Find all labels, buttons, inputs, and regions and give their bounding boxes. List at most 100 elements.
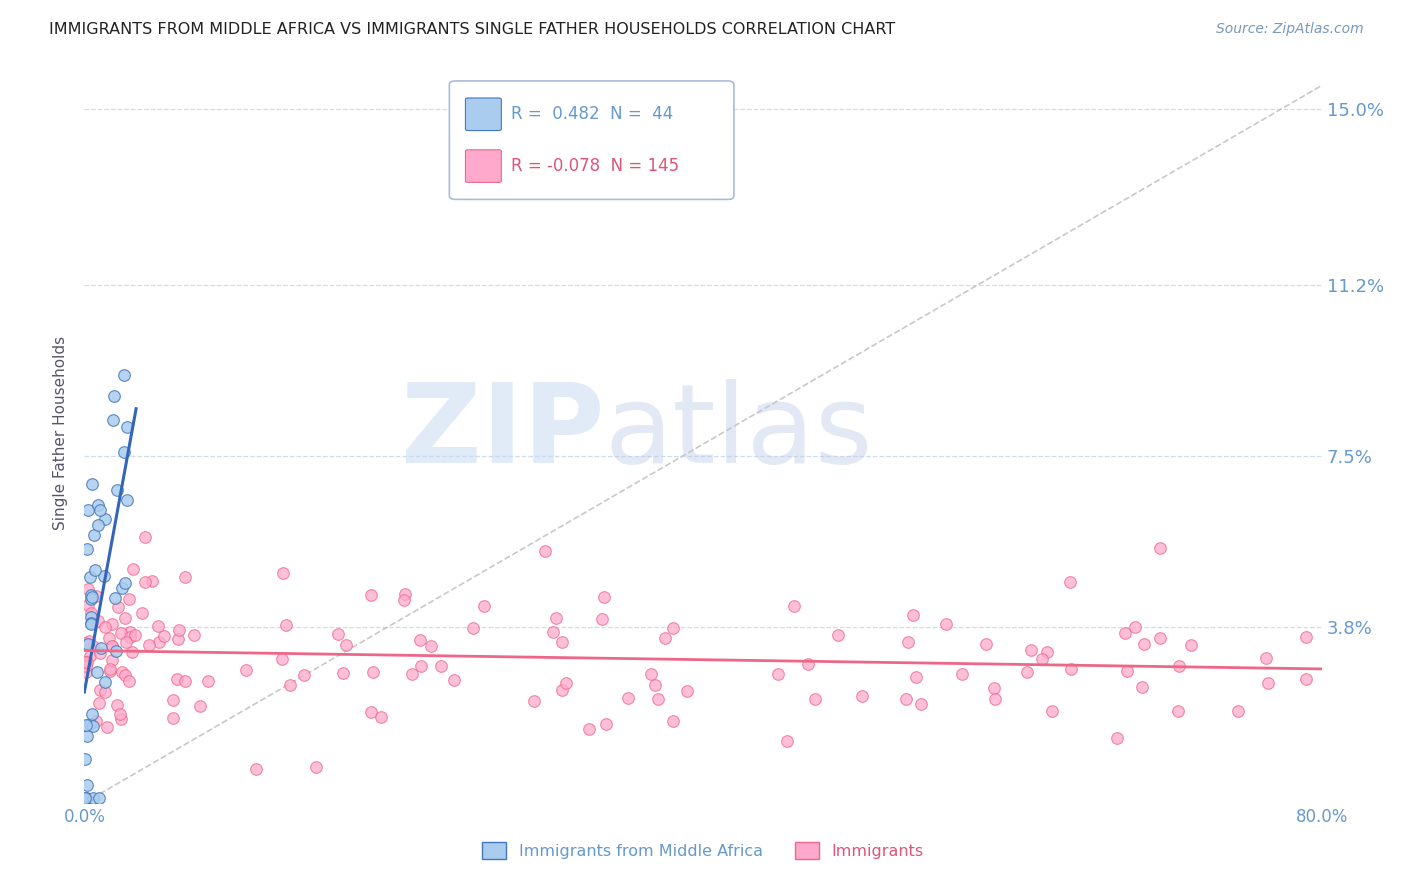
Point <box>84 589 107 603</box>
Point <box>326 627 349 641</box>
Text: atlas: atlas <box>605 379 873 486</box>
Point <box>167 623 190 637</box>
Point <box>1149 541 1171 556</box>
Point <box>105 698 128 713</box>
Point <box>79 716 101 731</box>
Point <box>1114 625 1136 640</box>
Point <box>122 562 145 576</box>
Point <box>97 631 120 645</box>
Point <box>112 368 135 383</box>
Point <box>271 566 294 580</box>
Point <box>101 639 124 653</box>
Point <box>108 706 131 721</box>
Point <box>101 653 124 667</box>
Point <box>82 706 104 721</box>
Point <box>523 694 546 708</box>
Point <box>551 682 574 697</box>
Point <box>118 592 141 607</box>
FancyBboxPatch shape <box>450 81 734 200</box>
Point <box>115 635 138 649</box>
Text: Source: ZipAtlas.com: Source: ZipAtlas.com <box>1216 22 1364 37</box>
Point <box>89 683 111 698</box>
Point <box>124 628 146 642</box>
Point <box>83 527 105 541</box>
Point <box>420 639 443 653</box>
Point <box>73 655 96 669</box>
Point <box>80 592 103 607</box>
Point <box>280 678 302 692</box>
Point <box>894 692 917 706</box>
Text: R =  0.482  N =  44: R = 0.482 N = 44 <box>512 105 673 123</box>
Point <box>93 569 115 583</box>
Point <box>110 626 132 640</box>
Point <box>1257 676 1279 690</box>
Point <box>94 684 117 698</box>
Point <box>430 659 453 673</box>
Point <box>1295 630 1317 644</box>
Point <box>647 691 669 706</box>
Point <box>274 617 297 632</box>
Point <box>174 570 197 584</box>
Point <box>80 609 103 624</box>
Point <box>394 593 416 607</box>
Point <box>551 635 574 649</box>
Point <box>75 791 97 805</box>
Point <box>1149 632 1171 646</box>
Point <box>89 647 111 661</box>
Point <box>1116 664 1139 678</box>
Point <box>77 634 100 648</box>
Point <box>75 636 97 650</box>
Point <box>87 614 110 628</box>
Point <box>1123 620 1146 634</box>
Point <box>80 588 103 602</box>
Point <box>114 576 136 591</box>
Point <box>292 668 315 682</box>
Point <box>1132 680 1154 694</box>
Point <box>86 517 108 532</box>
Point <box>1059 662 1081 676</box>
Point <box>935 617 957 632</box>
Point <box>783 599 806 614</box>
Point <box>75 658 97 673</box>
Point <box>105 483 128 498</box>
Point <box>76 655 98 669</box>
Point <box>134 530 156 544</box>
Point <box>394 587 416 601</box>
Point <box>827 628 849 642</box>
Point <box>1040 704 1063 718</box>
Point <box>82 639 104 653</box>
Legend: Immigrants from Middle Africa, Immigrants: Immigrants from Middle Africa, Immigrant… <box>475 836 931 865</box>
Point <box>950 667 973 681</box>
Point <box>166 672 188 686</box>
Point <box>84 714 107 728</box>
Point <box>82 791 104 805</box>
Point <box>676 684 699 698</box>
Point <box>79 570 101 584</box>
Point <box>1015 665 1038 680</box>
Point <box>114 668 136 682</box>
Point <box>904 670 927 684</box>
Point <box>131 606 153 620</box>
Point <box>162 711 184 725</box>
Point <box>360 588 382 602</box>
Point <box>98 662 121 676</box>
Point <box>409 633 432 648</box>
Point <box>87 697 110 711</box>
Point <box>76 778 98 792</box>
Point <box>166 632 188 646</box>
Point <box>851 690 873 704</box>
Point <box>103 389 125 403</box>
Point <box>117 419 139 434</box>
Point <box>360 705 382 719</box>
Point <box>305 759 328 773</box>
Point <box>80 615 103 630</box>
Point <box>86 665 108 680</box>
Point <box>1035 645 1057 659</box>
Point <box>1295 672 1317 686</box>
Point <box>96 720 118 734</box>
Point <box>776 734 799 748</box>
Point <box>662 714 685 729</box>
Point <box>188 699 211 714</box>
Point <box>1107 731 1129 746</box>
Point <box>82 719 104 733</box>
